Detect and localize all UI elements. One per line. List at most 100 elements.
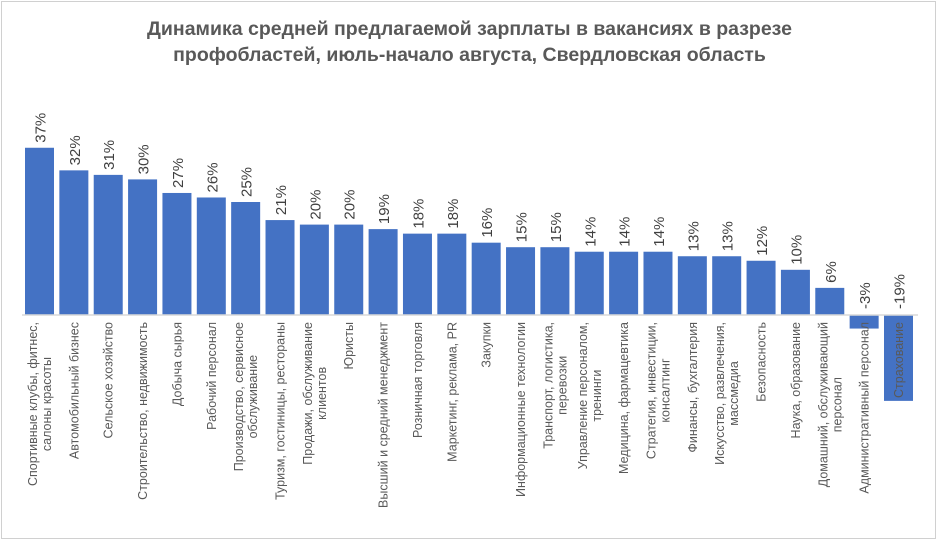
data-label: 32% [67,135,84,165]
bar [712,256,742,315]
category-label: Медицина, фармацевтика [617,322,631,474]
category-label-line: Страхование [892,322,906,398]
category-label-line: Автомобильный бизнес [67,322,81,459]
category-label-line: Продажи, обслуживание [301,322,315,465]
bar [746,260,776,315]
data-label: 31% [101,140,118,170]
category-label: Маркетинг, реклама, PR [445,322,459,462]
data-label: 14% [651,217,668,247]
chart-title: Динамика средней предлагаемой зарплаты в… [0,16,939,68]
category-label-line: персонал [830,377,844,432]
category-label: Производство, сервисноеобслуживание [232,322,260,471]
category-label-line: Административный персонал [858,322,872,494]
bar [437,233,467,315]
data-label: 18% [445,199,462,229]
bar [506,247,536,315]
category-label: Продажи, обслуживаниеклиентов [301,322,329,465]
category-label-line: Розничная торговля [411,322,425,438]
category-label-line: Спортивные клубы, фитнес, [26,322,40,486]
data-label: 25% [239,167,256,197]
chart-title-line-1: Динамика средней предлагаемой зарплаты в… [147,18,792,40]
bar [299,224,329,315]
data-label: 19% [376,194,393,224]
category-label-line: перевозки [555,356,569,415]
category-label-line: массмедиа [727,361,741,426]
category-label-line: Производство, сервисное [232,322,246,471]
bar [265,220,295,315]
chart-title-line-2: профобластей, июль-начало августа, Сверд… [173,44,766,66]
category-label: Юристы [342,322,356,370]
data-label: 14% [617,217,634,247]
bar [25,147,54,315]
data-label: 20% [342,190,359,220]
category-label-line: Транспорт, логистика, [541,322,555,449]
category-label: Управление персоналом,тренинги [576,322,604,469]
category-label: Добыча сырья [170,322,184,406]
bar [368,229,398,315]
data-label: 13% [720,221,737,251]
category-label-line: Рабочий персонал [205,322,219,430]
data-label: 30% [136,144,153,174]
category-label-line: Домашний, обслуживающий [816,322,830,487]
category-label-line: Закупки [480,322,494,368]
bar [162,192,192,315]
category-label-line: тренинги [590,370,604,422]
category-label-line: Высший и средний менеджмент [377,322,391,508]
category-label-line: салоны красоты [40,357,54,451]
category-label: Безопасность [755,322,769,402]
data-label: 10% [788,235,805,265]
category-label: Административный персонал [858,322,872,494]
bar [849,315,879,329]
category-label: Высший и средний менеджмент [377,322,391,508]
category-label-line: Стратегия, инвестиции, [644,322,658,459]
data-label: 6% [823,261,840,283]
category-label-line: Управление персоналом, [576,322,590,469]
category-label-line: Искусство, развлечения, [713,322,727,465]
bar [574,251,604,315]
category-label: Рабочий персонал [205,322,219,430]
category-label: Домашний, обслуживающийперсонал [816,322,844,487]
bar [59,170,89,315]
category-label: Стратегия, инвестиции,консалтинг [644,322,672,459]
data-label: 26% [204,162,221,192]
bar [231,202,261,315]
category-label-line: Безопасность [755,322,769,402]
data-label: 15% [514,212,531,242]
category-label: Автомобильный бизнес [67,322,81,459]
bar [780,269,810,315]
category-label: Розничная торговля [411,322,425,438]
category-label-line: клиентов [315,367,329,420]
category-label: Финансы, бухгалтерия [686,322,700,453]
category-label-line: Туризм, гостиницы, рестораны [274,322,288,500]
category-label-line: консалтинг [658,358,672,423]
category-label-line: Финансы, бухгалтерия [686,322,700,453]
category-label: Спортивные клубы, фитнес,салоны красоты [26,322,54,486]
data-label: -3% [857,282,874,309]
category-label-line: Наука, образование [789,322,803,438]
data-label: 18% [410,199,427,229]
category-label: Туризм, гостиницы, рестораны [274,322,288,500]
category-label: Страхование [892,322,906,398]
data-label: 12% [754,226,771,256]
bar [643,251,673,315]
category-label: Сельское хозяйство [102,322,116,438]
data-label: 14% [582,217,599,247]
bar [196,197,226,315]
category-label-line: обслуживание [246,355,260,439]
bar [540,247,570,315]
category-label-line: Сельское хозяйство [102,322,116,438]
category-label: Строительство, недвижимость [136,322,150,500]
bar [128,179,158,315]
data-label: -19% [892,274,909,309]
data-label: 21% [273,185,290,215]
bar [93,174,123,315]
category-label-line: Строительство, недвижимость [136,322,150,500]
category-label-line: Информационные технологии [514,322,528,497]
bar [815,287,845,315]
bar [609,251,639,315]
category-label-line: Маркетинг, реклама, PR [445,322,459,462]
bar [402,233,432,315]
data-label: 13% [685,221,702,251]
category-label: Транспорт, логистика,перевозки [541,322,569,449]
